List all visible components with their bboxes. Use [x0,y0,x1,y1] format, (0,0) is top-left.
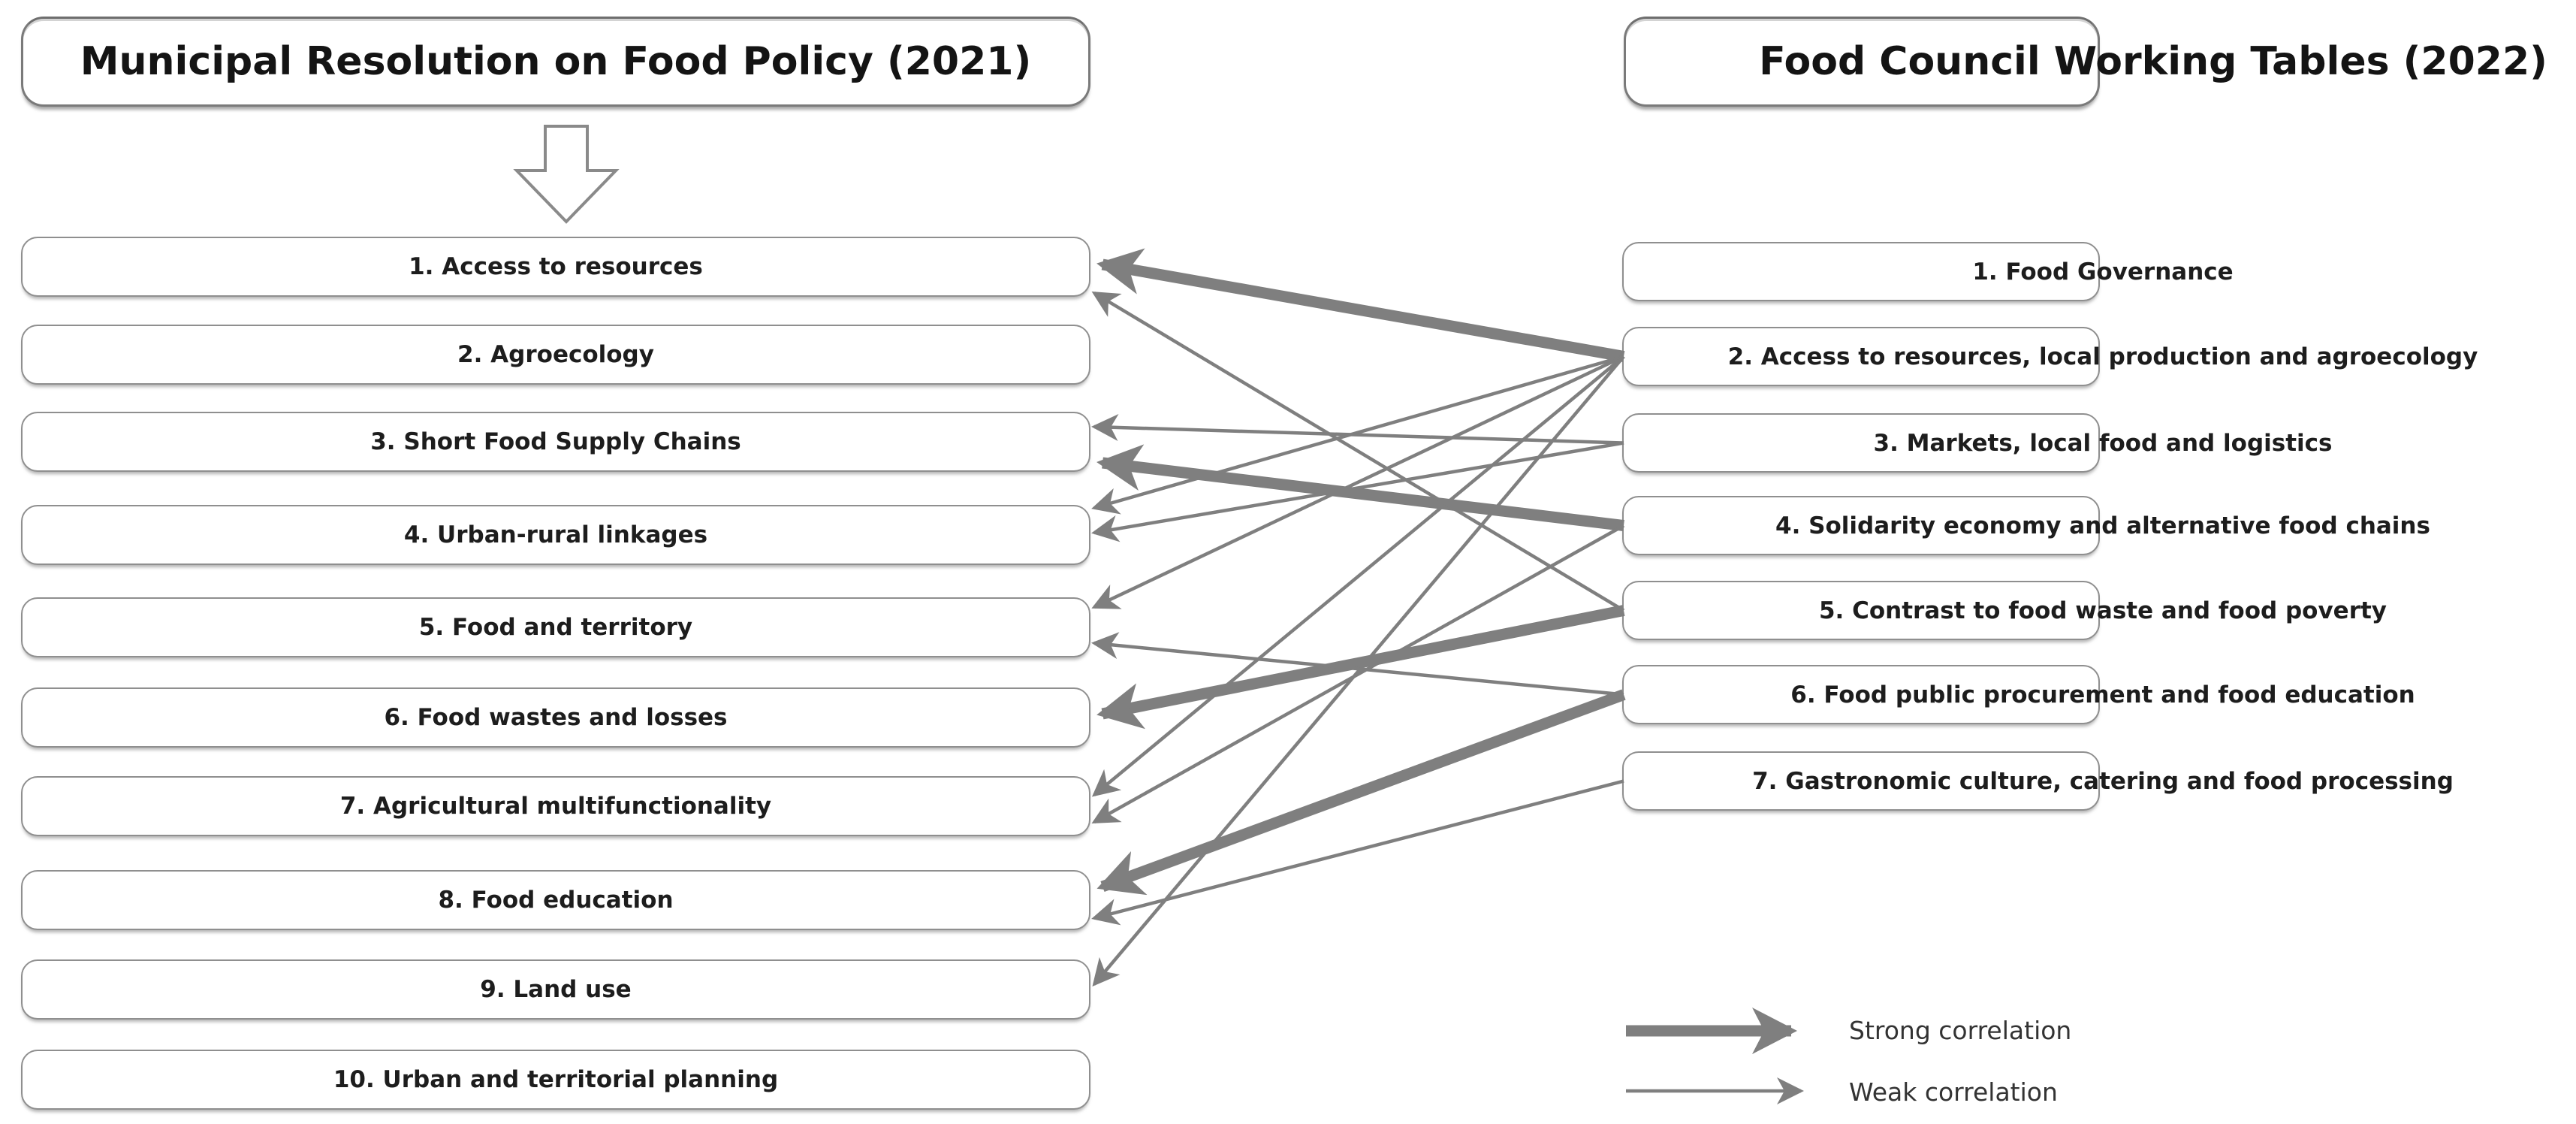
correlation-arrow-strong [1096,689,1626,896]
left-item-box: 1. Access to resources [21,237,1090,297]
right-item-box [1622,665,2100,724]
left-item-label: 10. Urban and territorial planning [333,1066,779,1093]
correlation-arrow-weak [1091,291,1625,612]
left-item-label: 6. Food wastes and losses [384,704,728,731]
left-title: Municipal Resolution on Food Policy (202… [80,39,1032,84]
left-item-box: 2. Agroecology [21,325,1090,385]
correlation-arrow-weak [1091,355,1625,797]
right-item-box [1622,413,2100,473]
right-item-label: 4. Solidarity economy and alternative fo… [1775,512,2430,539]
legend-strong-label: Strong correlation [1849,1016,2072,1045]
correlation-arrow-weak [1091,355,1624,515]
correlation-arrow-strong [1096,248,1625,362]
right-item-label: 7. Gastronomic culture, catering and foo… [1752,767,2454,795]
left-item-label: 5. Food and territory [418,614,693,641]
left-item-label: 4. Urban-rural linkages [403,521,708,548]
correlation-arrow-weak [1091,355,1624,609]
left-item-box: 4. Urban-rural linkages [21,505,1090,565]
left-item-box: 3. Short Food Supply Chains [21,412,1090,472]
correlation-arrow-strong [1096,605,1625,730]
left-item-label: 7. Agricultural multifunctionality [339,793,772,820]
left-item-box: 7. Agricultural multifunctionality [21,776,1090,836]
correlation-arrow-weak [1091,441,1624,542]
left-item-label: 8. Food education [438,887,674,914]
left-item-box: 6. Food wastes and losses [21,687,1090,748]
right-item-box [1622,242,2100,301]
right-item-label: 6. Food public procurement and food educ… [1790,681,2415,709]
right-item-box [1622,581,2100,640]
correlation-arrow-weak [1091,632,1624,696]
right-item-label: 5. Contrast to food waste and food pover… [1818,597,2387,624]
correlation-arrow-weak [1091,524,1625,823]
correlation-arrow-weak [1091,779,1624,926]
correlation-arrow-strong [1096,444,1624,531]
left-item-label: 2. Agroecology [457,341,654,368]
right-item-label: 3. Markets, local food and logistics [1873,429,2333,457]
left-title-box [21,17,1090,107]
right-item-box [1622,751,2100,811]
down-block-arrow-icon [513,125,620,224]
left-item-box: 8. Food education [21,870,1090,930]
right-title-box [1624,17,2100,107]
left-item-label: 3. Short Food Supply Chains [370,428,741,455]
right-item-label: 2. Access to resources, local production… [1727,343,2478,370]
right-title: Food Council Working Tables (2022) [1759,39,2547,84]
left-item-box: 10. Urban and territorial planning [21,1050,1090,1110]
left-item-box: 9. Land use [21,959,1090,1020]
correlation-arrow-weak [1091,413,1624,445]
right-item-label: 1. Food Governance [1972,258,2234,286]
left-item-box: 5. Food and territory [21,597,1090,657]
legend-weak-label: Weak correlation [1849,1077,2058,1107]
right-item-box [1622,496,2100,555]
left-item-label: 9. Land use [480,976,632,1003]
left-item-label: 1. Access to resources [409,253,703,280]
